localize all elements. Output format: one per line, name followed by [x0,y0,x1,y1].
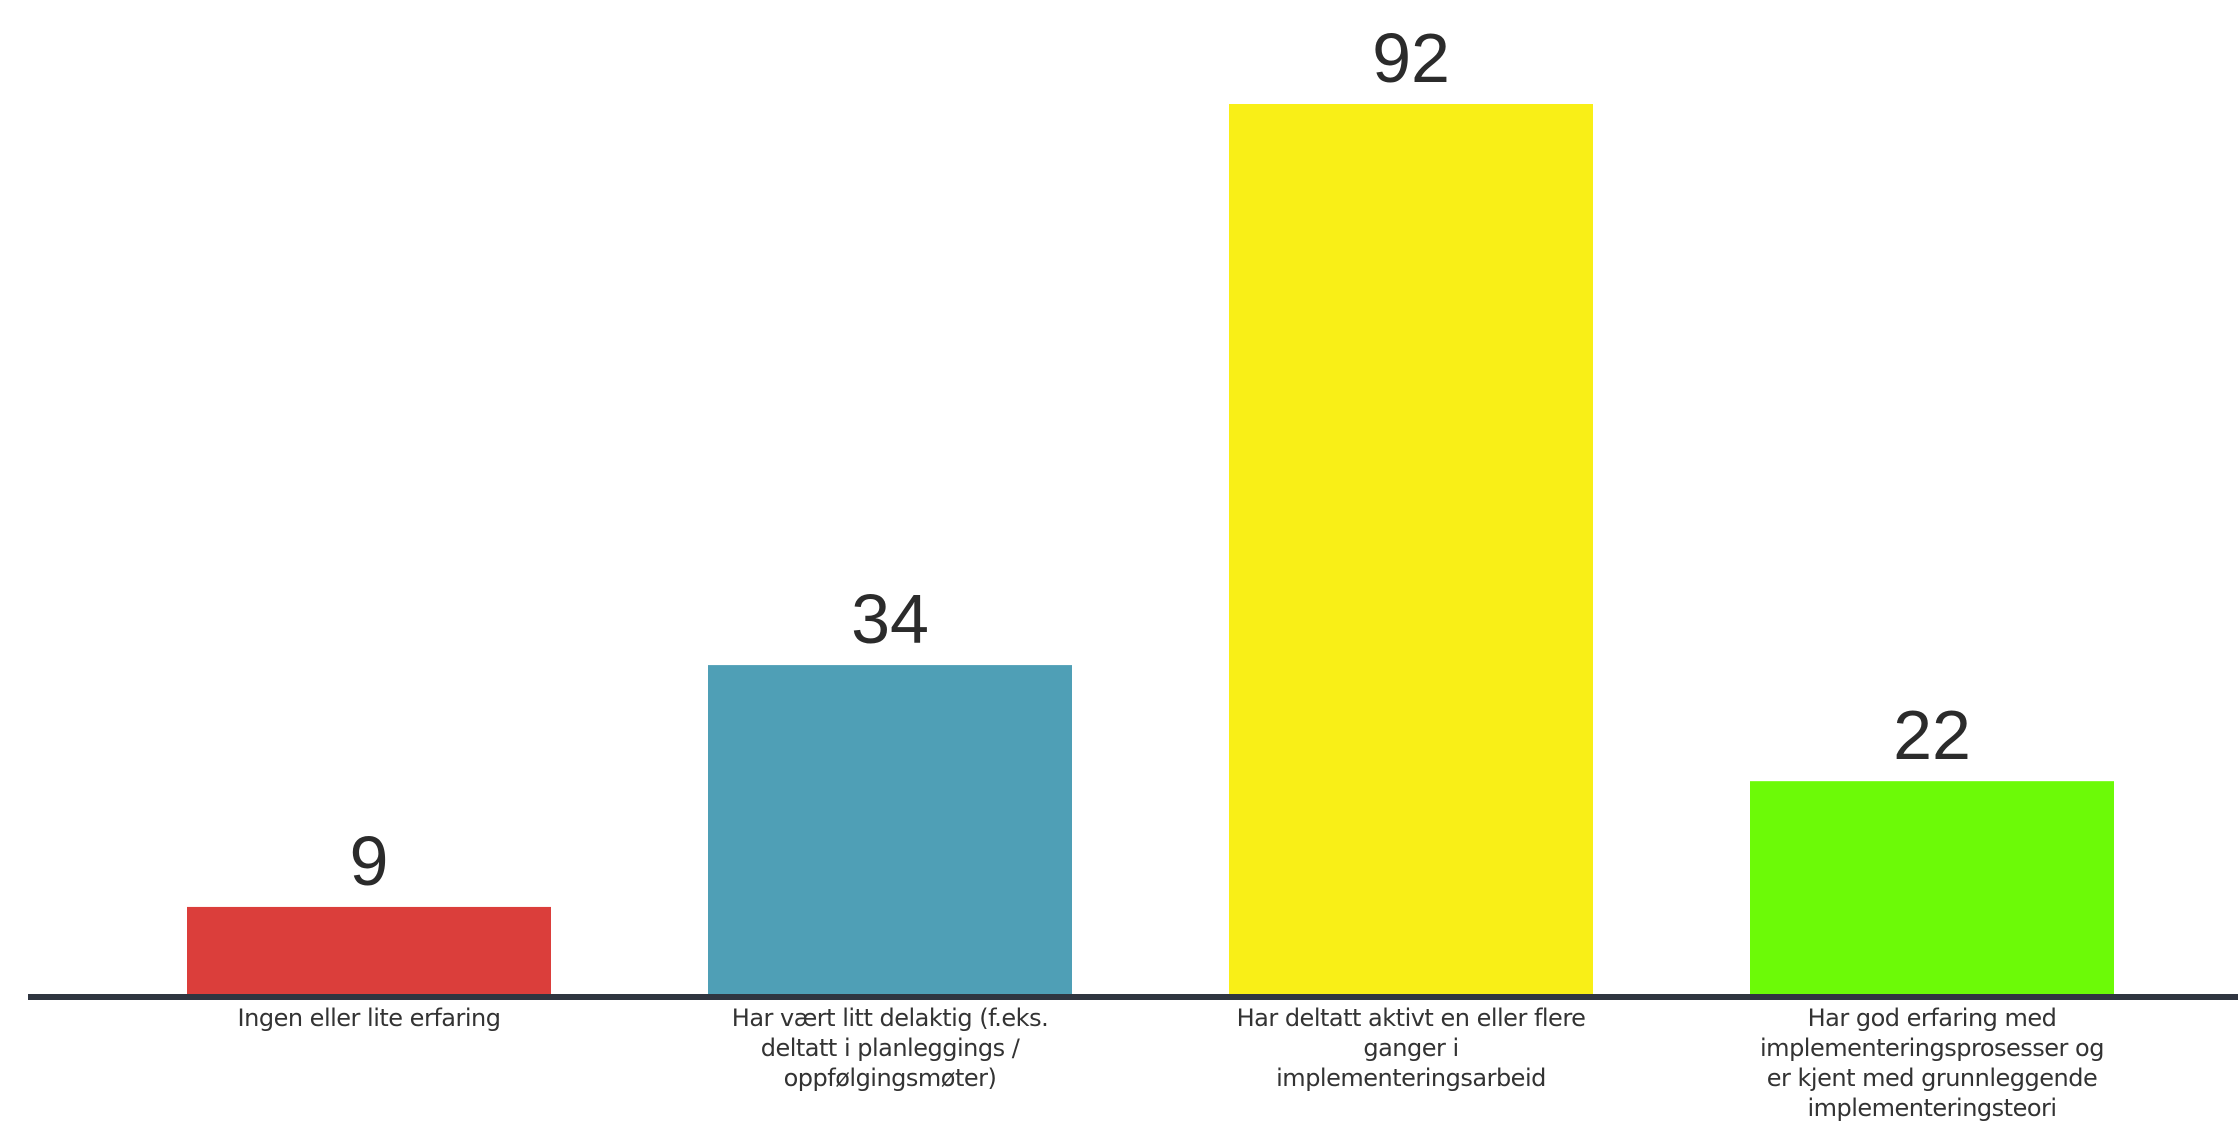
category-label-line: implementeringsprosesser og [1760,1034,2104,1062]
category-label-line: Har deltatt aktivt en eller flere [1237,1004,1586,1032]
category-label-line: implementeringsarbeid [1276,1064,1546,1092]
bar-value-label-3: 92 [1372,19,1450,97]
bar-value-label-4: 22 [1893,696,1971,774]
category-label-line: Ingen eller lite erfaring [238,1004,501,1032]
bar-value-label-2: 34 [851,580,929,658]
bar-2 [708,665,1072,994]
category-label-line: Har vært litt delaktig (f.eks. [732,1004,1048,1032]
category-label-line: er kjent med grunnleggende [1767,1064,2097,1092]
category-label-line: deltatt i planleggings / [761,1034,1021,1062]
category-label-line: Har god erfaring med [1808,1004,2057,1032]
bar-1 [187,906,551,994]
category-label-1: Ingen eller lite erfaring [238,1004,501,1032]
category-label-3: Har deltatt aktivt en eller flere ganger … [1237,1004,1586,1092]
category-label-4: Har god erfaring med implementeringsprose… [1760,1004,2104,1122]
category-label-line: implementeringsteori [1807,1094,2056,1122]
bar-3 [1229,104,1593,994]
bar-4 [1750,781,2114,994]
bar-value-label-1: 9 [350,822,389,900]
category-label-line: ganger i [1363,1034,1458,1062]
category-label-2: Har vært litt delaktig (f.eks. deltatt i … [732,1004,1048,1092]
category-label-line: oppfølgingsmøter) [784,1064,997,1092]
